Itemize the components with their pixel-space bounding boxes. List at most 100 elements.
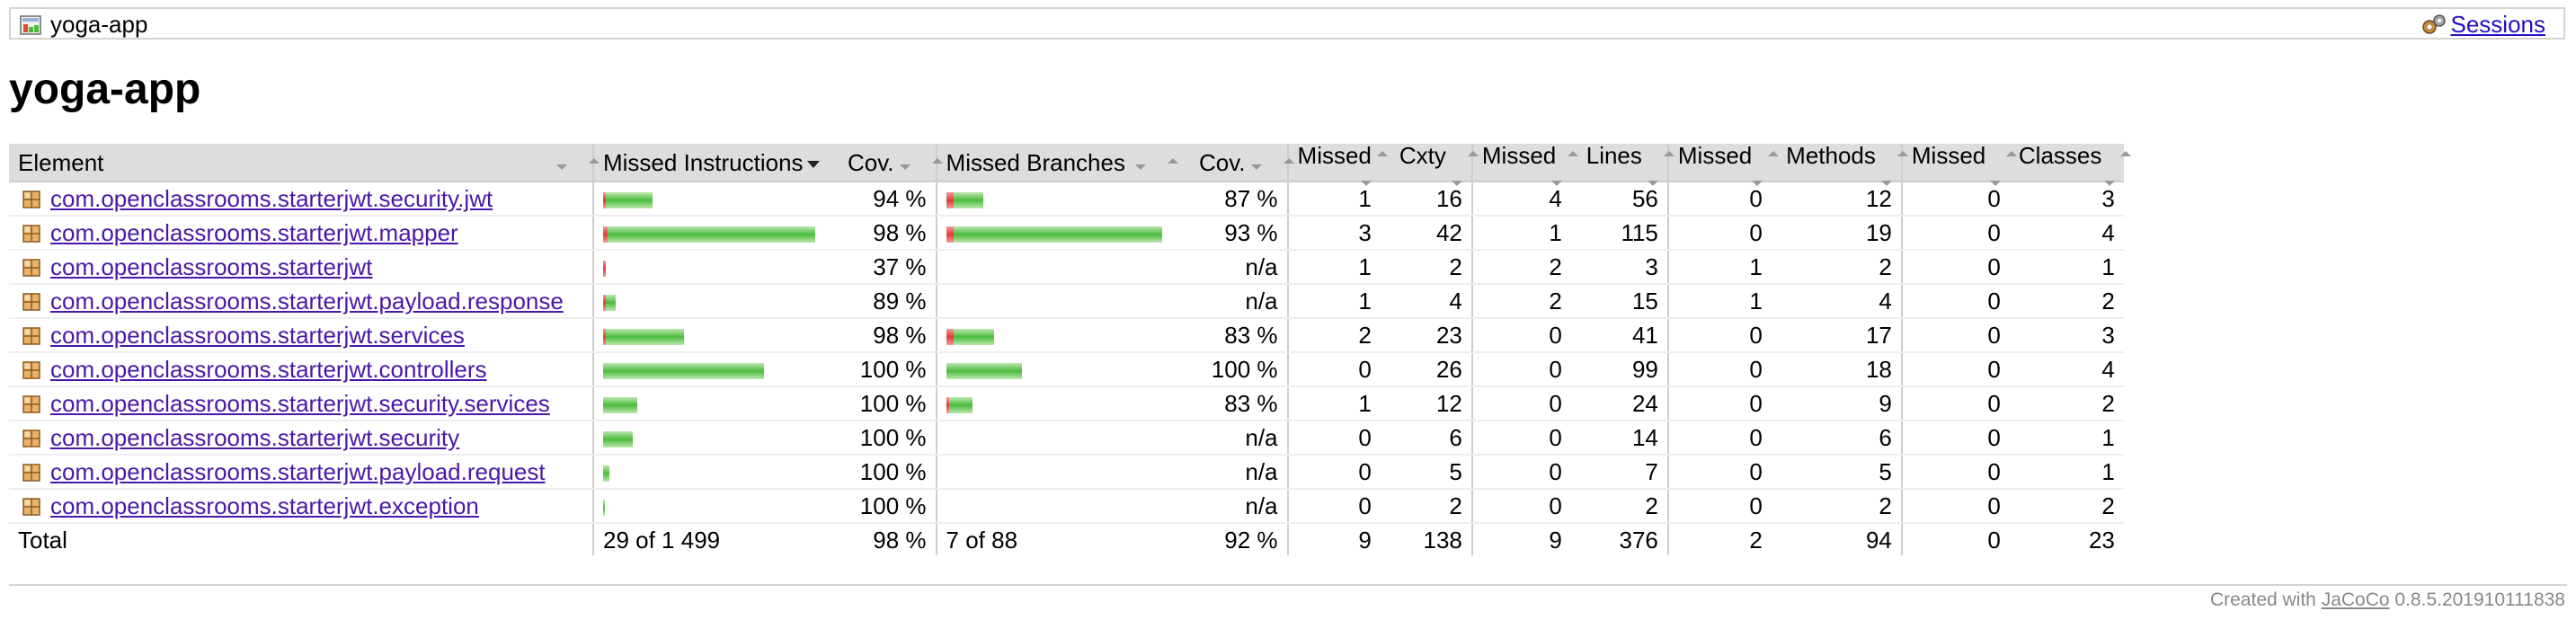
instructions-cov: 100 % (828, 386, 937, 421)
branches-cov: n/a (1170, 250, 1288, 285)
missed-methods: 0 (1666, 352, 1772, 387)
lines: 3 (1570, 250, 1668, 285)
branches-missed-segment (946, 329, 954, 346)
missed-methods: 0 (1666, 455, 1772, 490)
package-link[interactable]: com.openclassrooms.starterjwt.security (50, 424, 460, 451)
element-cell: com.openclassrooms.starterjwt.security (9, 421, 593, 456)
package-link[interactable]: com.openclassrooms.starterjwt (50, 253, 373, 280)
total-instructions-cov: 98 % (828, 522, 937, 555)
package-icon (22, 464, 40, 482)
package-link[interactable]: com.openclassrooms.starterjwt.security.j… (50, 185, 493, 212)
header-missed-classes-label: Missed (1911, 142, 1986, 169)
lines: 2 (1570, 489, 1668, 524)
header-missed-lines[interactable]: Missed (1470, 144, 1571, 182)
instructions-covered-segment (603, 363, 764, 380)
header-missed-cxty[interactable]: Missed (1286, 142, 1381, 182)
header-missed-methods[interactable]: Missed (1666, 142, 1772, 182)
header-missed-branches-label: Missed Branches (946, 148, 1125, 176)
header-lines-label: Lines (1586, 142, 1642, 169)
header-missed-methods-label: Missed (1677, 142, 1753, 169)
classes: 3 (2009, 318, 2124, 353)
package-link[interactable]: com.openclassrooms.starterjwt.security.s… (50, 390, 550, 417)
missed-cxty: 1 (1286, 250, 1381, 285)
missed-lines: 0 (1470, 421, 1571, 456)
header-branches-cov[interactable]: Cov. (1170, 144, 1288, 182)
element-cell: com.openclassrooms.starterjwt.mapper (9, 216, 593, 251)
missed-lines: 0 (1470, 489, 1571, 524)
total-missed-lines: 9 (1470, 522, 1571, 555)
missed-lines: 1 (1470, 216, 1571, 251)
branches-cov: 100 % (1170, 352, 1288, 387)
instructions-bar (603, 295, 616, 312)
total-label: Total (9, 522, 593, 555)
table-row: com.openclassrooms.starterjwt 37 % n/a 1 2 2 3… (9, 250, 2124, 285)
branches-cell (935, 250, 1171, 285)
missed-lines: 2 (1470, 250, 1571, 285)
package-icon (22, 361, 40, 379)
methods: 6 (1771, 421, 1902, 456)
table-header-row: Element Missed Instructions Cov. Missed … (9, 144, 2124, 182)
table-row: com.openclassrooms.starterjwt.payload.re… (9, 455, 2124, 490)
lines: 7 (1570, 455, 1668, 490)
header-lines[interactable]: Lines (1570, 142, 1668, 182)
instructions-cell (592, 318, 829, 353)
header-missed-instructions[interactable]: Missed Instructions (592, 144, 829, 182)
total-cxty: 138 (1380, 522, 1472, 555)
instructions-cell (592, 284, 829, 319)
package-link[interactable]: com.openclassrooms.starterjwt.controller… (50, 356, 487, 383)
cxty: 5 (1380, 455, 1472, 490)
footer-version: 0.8.5.201910111838 (2389, 589, 2565, 610)
missed-methods: 0 (1666, 182, 1772, 217)
instructions-bar (603, 192, 653, 209)
missed-classes: 0 (1900, 318, 2010, 353)
header-classes[interactable]: Classes (2009, 144, 2124, 182)
instructions-cov: 89 % (828, 284, 937, 319)
header-missed-cxty-label: Missed (1297, 142, 1372, 169)
missed-cxty: 3 (1286, 216, 1381, 251)
header-missed-branches[interactable]: Missed Branches (935, 144, 1171, 182)
methods: 9 (1771, 386, 1902, 421)
package-link[interactable]: com.openclassrooms.starterjwt.mapper (50, 219, 458, 246)
instructions-missed-segment (603, 192, 606, 209)
element-cell: com.openclassrooms.starterjwt.security.s… (9, 386, 593, 421)
total-lines: 376 (1570, 522, 1668, 555)
missed-cxty: 1 (1286, 386, 1381, 421)
header-missed-instructions-label: Missed Instructions (603, 148, 804, 176)
missed-methods: 0 (1666, 318, 1772, 353)
instructions-covered-segment (606, 329, 684, 346)
branches-cov: n/a (1170, 489, 1288, 524)
missed-lines: 0 (1470, 455, 1571, 490)
package-link[interactable]: com.openclassrooms.starterjwt.payload.re… (50, 288, 564, 314)
header-branches-cov-label: Cov. (1199, 148, 1246, 176)
header-methods[interactable]: Methods (1771, 144, 1902, 182)
branches-bar (946, 329, 994, 346)
jacoco-link[interactable]: JaCoCo (2321, 589, 2390, 610)
branches-cov: 87 % (1170, 182, 1288, 217)
header-cxty[interactable]: Cxty (1380, 144, 1472, 182)
breadcrumb: yoga-app Sessions (9, 7, 2565, 40)
methods: 5 (1771, 455, 1902, 490)
element-cell: com.openclassrooms.starterjwt.security.j… (9, 182, 593, 217)
branches-cov: 93 % (1170, 216, 1288, 251)
package-icon (22, 395, 40, 413)
header-instructions-cov[interactable]: Cov. (828, 144, 937, 182)
instructions-cov: 100 % (828, 455, 937, 490)
sessions-link[interactable]: Sessions (2450, 11, 2546, 38)
total-missed-branches: 7 of 88 (935, 522, 1171, 555)
classes: 4 (2009, 216, 2124, 251)
branches-missed-segment (946, 226, 954, 244)
instructions-bar (603, 500, 605, 517)
missed-methods: 1 (1666, 250, 1772, 285)
package-link[interactable]: com.openclassrooms.starterjwt.payload.re… (50, 458, 546, 485)
methods: 2 (1771, 489, 1902, 524)
instructions-cell (592, 216, 829, 251)
header-missed-classes[interactable]: Missed (1900, 142, 2010, 182)
header-element[interactable]: Element (9, 144, 593, 182)
instructions-bar (603, 431, 633, 448)
package-link[interactable]: com.openclassrooms.starterjwt.services (50, 322, 465, 349)
cxty: 23 (1380, 318, 1472, 353)
methods: 17 (1771, 318, 1902, 353)
instructions-covered-segment (603, 500, 605, 517)
classes: 2 (2009, 386, 2124, 421)
package-link[interactable]: com.openclassrooms.starterjwt.exception (50, 492, 479, 519)
